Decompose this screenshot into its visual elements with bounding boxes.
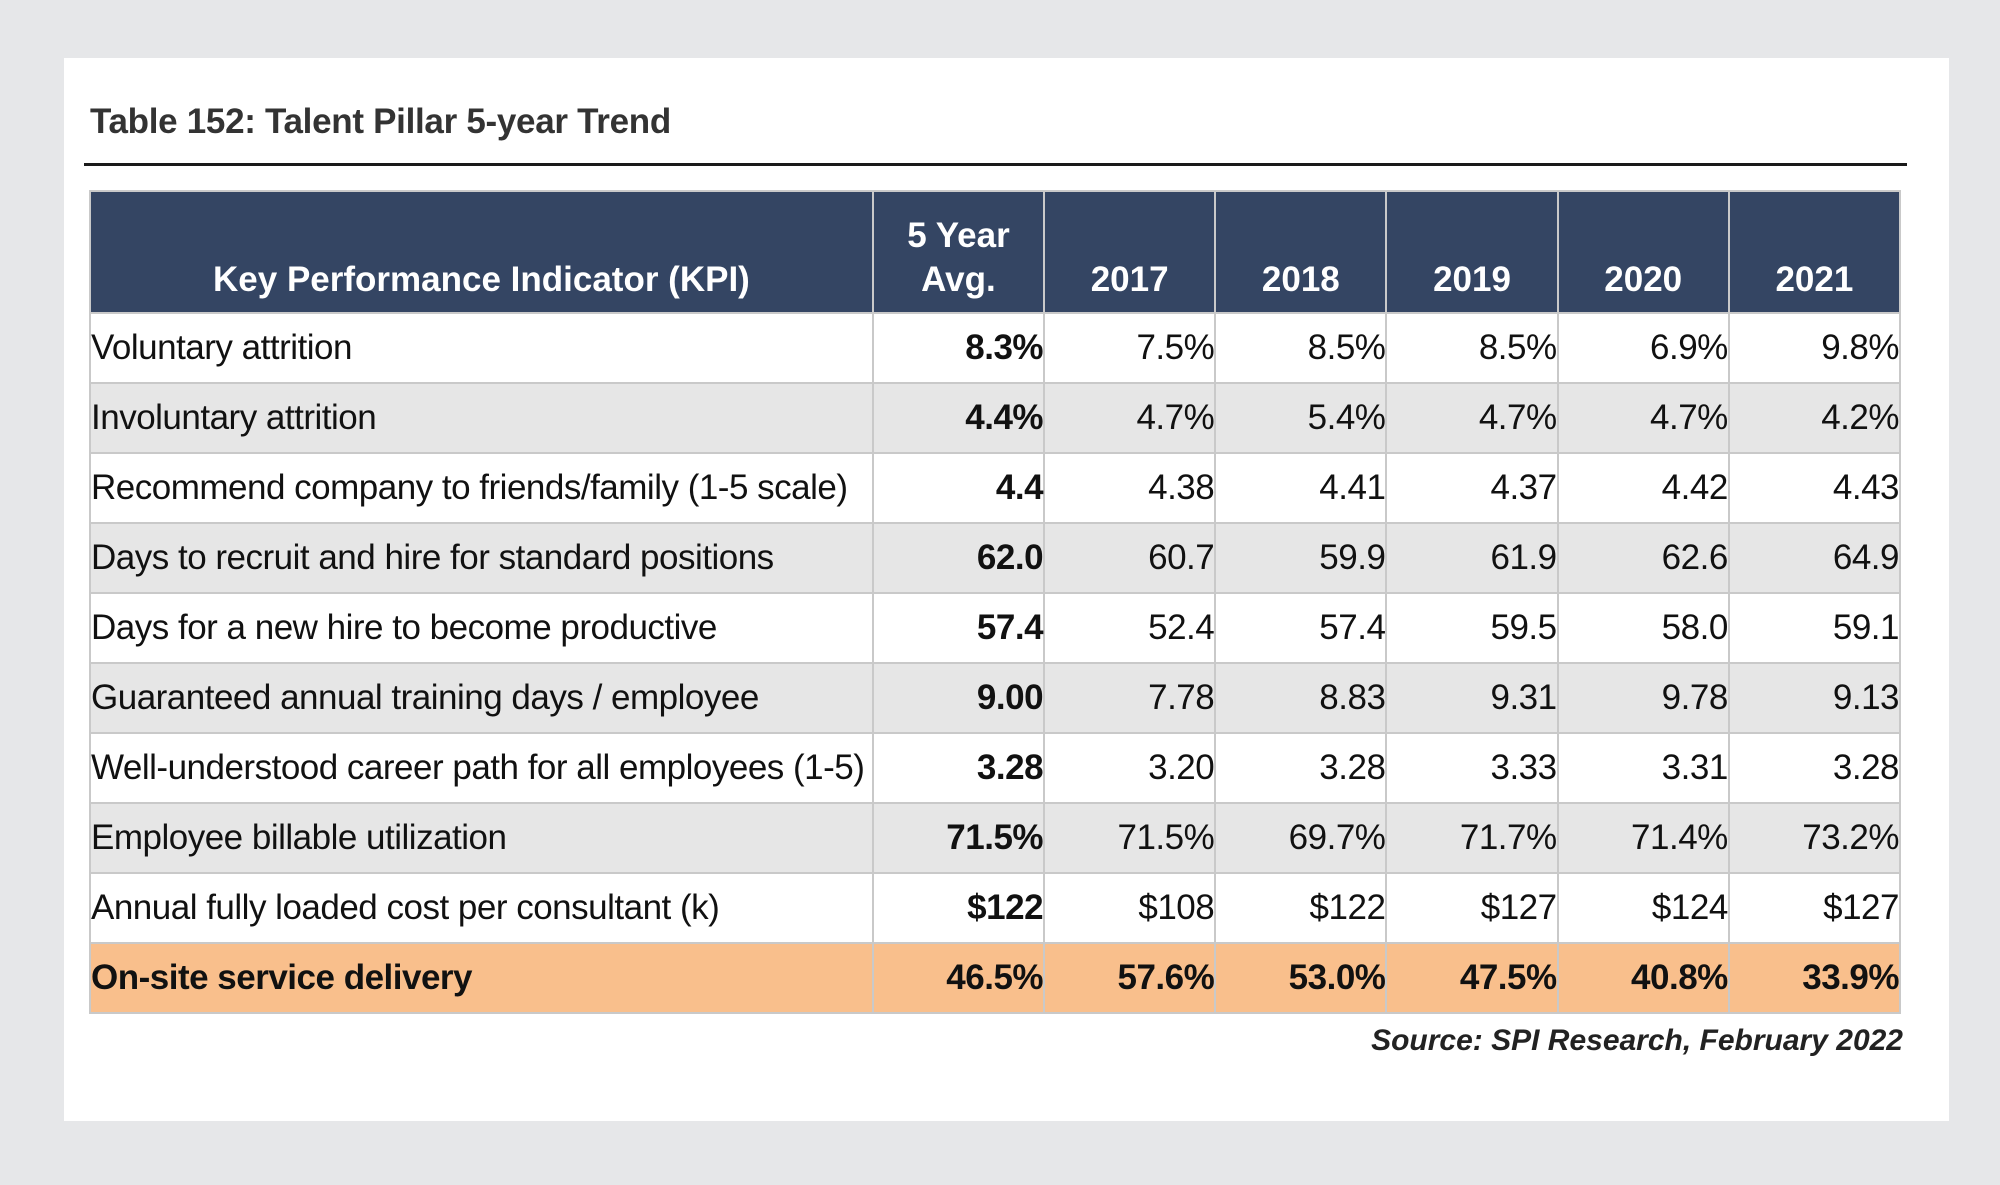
table-row: Days for a new hire to become productive…: [89, 592, 1902, 664]
avg-cell: 4.4: [871, 452, 1046, 524]
avg-cell: $122: [871, 872, 1046, 944]
value-cell-2020: 9.78: [1556, 662, 1730, 734]
value-cell-2018: 8.83: [1214, 662, 1388, 734]
value-cell-2018: 53.0%: [1214, 942, 1388, 1014]
header-kpi: Key Performance Indicator (KPI): [89, 190, 874, 314]
kpi-trend-table: Key Performance Indicator (KPI) 5 Year A…: [89, 190, 1902, 1014]
table-row-highlighted: On-site service delivery 46.5% 57.6% 53.…: [89, 942, 1902, 1014]
value-cell-2017: 4.7%: [1043, 382, 1217, 454]
header-2017: 2017: [1043, 190, 1217, 314]
header-avg-line2: Avg.: [921, 260, 996, 299]
avg-cell: 4.4%: [871, 382, 1046, 454]
table-row: Involuntary attrition 4.4% 4.7% 5.4% 4.7…: [89, 382, 1902, 454]
value-cell-2017: 3.20: [1043, 732, 1217, 804]
value-cell-2020: 62.6: [1556, 522, 1730, 594]
value-cell-2018: $122: [1214, 872, 1388, 944]
header-avg-line1: 5 Year: [907, 216, 1010, 255]
avg-cell: 62.0: [871, 522, 1046, 594]
kpi-name-cell: Voluntary attrition: [89, 312, 874, 384]
caption-divider: [84, 163, 1907, 166]
table-row: Voluntary attrition 8.3% 7.5% 8.5% 8.5% …: [89, 312, 1902, 384]
value-cell-2021: 73.2%: [1727, 802, 1902, 874]
value-cell-2017: 71.5%: [1043, 802, 1217, 874]
value-cell-2019: 71.7%: [1385, 802, 1559, 874]
value-cell-2019: 8.5%: [1385, 312, 1559, 384]
value-cell-2018: 59.9: [1214, 522, 1388, 594]
value-cell-2018: 57.4: [1214, 592, 1388, 664]
avg-cell: 46.5%: [871, 942, 1046, 1014]
value-cell-2021: 4.43: [1727, 452, 1902, 524]
value-cell-2021: $127: [1727, 872, 1902, 944]
table-row: Recommend company to friends/family (1-5…: [89, 452, 1902, 524]
kpi-name-cell: Well-understood career path for all empl…: [89, 732, 874, 804]
value-cell-2020: 4.7%: [1556, 382, 1730, 454]
kpi-name-cell: Involuntary attrition: [89, 382, 874, 454]
value-cell-2020: 71.4%: [1556, 802, 1730, 874]
value-cell-2018: 8.5%: [1214, 312, 1388, 384]
value-cell-2018: 4.41: [1214, 452, 1388, 524]
header-2020: 2020: [1556, 190, 1730, 314]
value-cell-2020: $124: [1556, 872, 1730, 944]
value-cell-2017: 7.78: [1043, 662, 1217, 734]
value-cell-2018: 3.28: [1214, 732, 1388, 804]
kpi-name-cell: On-site service delivery: [89, 942, 874, 1014]
value-cell-2017: 7.5%: [1043, 312, 1217, 384]
header-2018: 2018: [1214, 190, 1388, 314]
value-cell-2020: 3.31: [1556, 732, 1730, 804]
value-cell-2019: 61.9: [1385, 522, 1559, 594]
value-cell-2017: $108: [1043, 872, 1217, 944]
value-cell-2021: 59.1: [1727, 592, 1902, 664]
header-2021: 2021: [1727, 190, 1902, 314]
avg-cell: 3.28: [871, 732, 1046, 804]
source-note: Source: SPI Research, February 2022: [1371, 1024, 1903, 1057]
value-cell-2021: 64.9: [1727, 522, 1902, 594]
value-cell-2020: 6.9%: [1556, 312, 1730, 384]
kpi-name-cell: Annual fully loaded cost per consultant …: [89, 872, 874, 944]
table-row: Annual fully loaded cost per consultant …: [89, 872, 1902, 944]
value-cell-2019: 4.7%: [1385, 382, 1559, 454]
value-cell-2021: 9.8%: [1727, 312, 1902, 384]
avg-cell: 9.00: [871, 662, 1046, 734]
kpi-name-cell: Employee billable utilization: [89, 802, 874, 874]
value-cell-2021: 9.13: [1727, 662, 1902, 734]
table-card: Table 152: Talent Pillar 5-year Trend Ke…: [64, 58, 1949, 1121]
kpi-name-cell: Recommend company to friends/family (1-5…: [89, 452, 874, 524]
value-cell-2021: 33.9%: [1727, 942, 1902, 1014]
table-header-row: Key Performance Indicator (KPI) 5 Year A…: [89, 190, 1902, 314]
avg-cell: 57.4: [871, 592, 1046, 664]
value-cell-2017: 57.6%: [1043, 942, 1217, 1014]
avg-cell: 8.3%: [871, 312, 1046, 384]
value-cell-2019: 4.37: [1385, 452, 1559, 524]
value-cell-2020: 40.8%: [1556, 942, 1730, 1014]
table-caption: Table 152: Talent Pillar 5-year Trend: [90, 102, 671, 141]
avg-cell: 71.5%: [871, 802, 1046, 874]
value-cell-2017: 60.7: [1043, 522, 1217, 594]
value-cell-2017: 4.38: [1043, 452, 1217, 524]
kpi-name-cell: Days for a new hire to become productive: [89, 592, 874, 664]
header-2019: 2019: [1385, 190, 1559, 314]
value-cell-2019: 3.33: [1385, 732, 1559, 804]
table-row: Well-understood career path for all empl…: [89, 732, 1902, 804]
value-cell-2018: 69.7%: [1214, 802, 1388, 874]
value-cell-2019: $127: [1385, 872, 1559, 944]
kpi-name-cell: Days to recruit and hire for standard po…: [89, 522, 874, 594]
value-cell-2019: 47.5%: [1385, 942, 1559, 1014]
value-cell-2019: 59.5: [1385, 592, 1559, 664]
table-row: Guaranteed annual training days / employ…: [89, 662, 1902, 734]
header-5-year-avg: 5 Year Avg.: [871, 190, 1046, 314]
value-cell-2018: 5.4%: [1214, 382, 1388, 454]
value-cell-2021: 3.28: [1727, 732, 1902, 804]
value-cell-2019: 9.31: [1385, 662, 1559, 734]
table-row: Days to recruit and hire for standard po…: [89, 522, 1902, 594]
value-cell-2017: 52.4: [1043, 592, 1217, 664]
value-cell-2020: 58.0: [1556, 592, 1730, 664]
value-cell-2021: 4.2%: [1727, 382, 1902, 454]
table-row: Employee billable utilization 71.5% 71.5…: [89, 802, 1902, 874]
value-cell-2020: 4.42: [1556, 452, 1730, 524]
kpi-name-cell: Guaranteed annual training days / employ…: [89, 662, 874, 734]
